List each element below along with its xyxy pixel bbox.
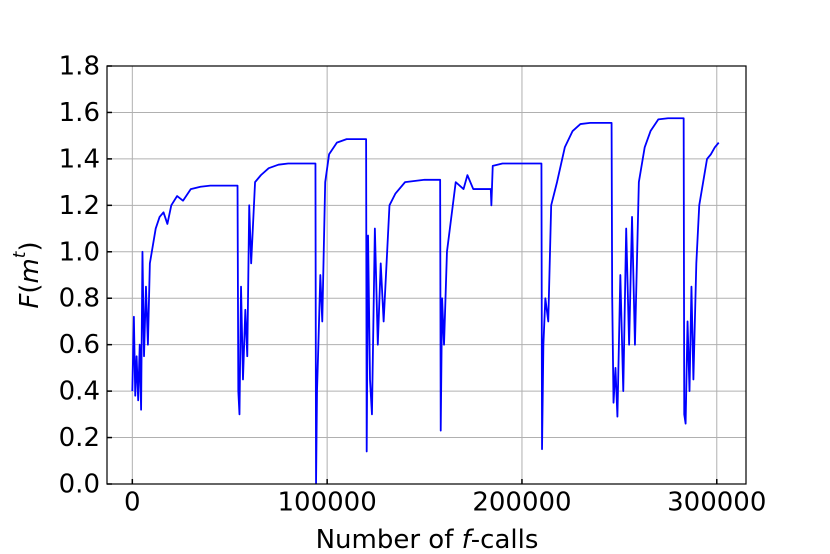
label-part: -calls: [471, 525, 539, 554]
x-tick-label: 300000: [667, 488, 766, 518]
label-part: Number of: [316, 525, 462, 554]
y-tick-label: 0.6: [59, 330, 100, 360]
y-tick-label: 1.6: [59, 98, 100, 128]
label-part: m: [15, 258, 45, 283]
y-tick-label: 1.8: [59, 52, 100, 82]
y-axis-label: F(mt): [10, 241, 45, 308]
y-tick-label: 0.0: [59, 470, 100, 500]
label-part: ): [15, 241, 45, 251]
y-tick-label: 0.8: [59, 284, 100, 314]
x-axis-label: Number of f-calls: [316, 525, 539, 554]
y-tick-label: 1.4: [59, 144, 100, 174]
label-part: F: [15, 293, 45, 309]
y-tick-label: 1.0: [59, 237, 100, 267]
y-tick-label: 0.4: [59, 377, 100, 407]
x-tick-label: 0: [124, 488, 141, 518]
line-series: [131, 117, 720, 484]
x-tick-label: 200000: [472, 488, 571, 518]
x-tick-label: 100000: [278, 488, 377, 518]
label-part: (: [15, 284, 45, 294]
y-tick-label: 1.2: [59, 191, 100, 221]
label-part: t: [10, 250, 30, 258]
y-tick-label: 0.2: [59, 423, 100, 453]
plot-frame: [106, 65, 747, 485]
